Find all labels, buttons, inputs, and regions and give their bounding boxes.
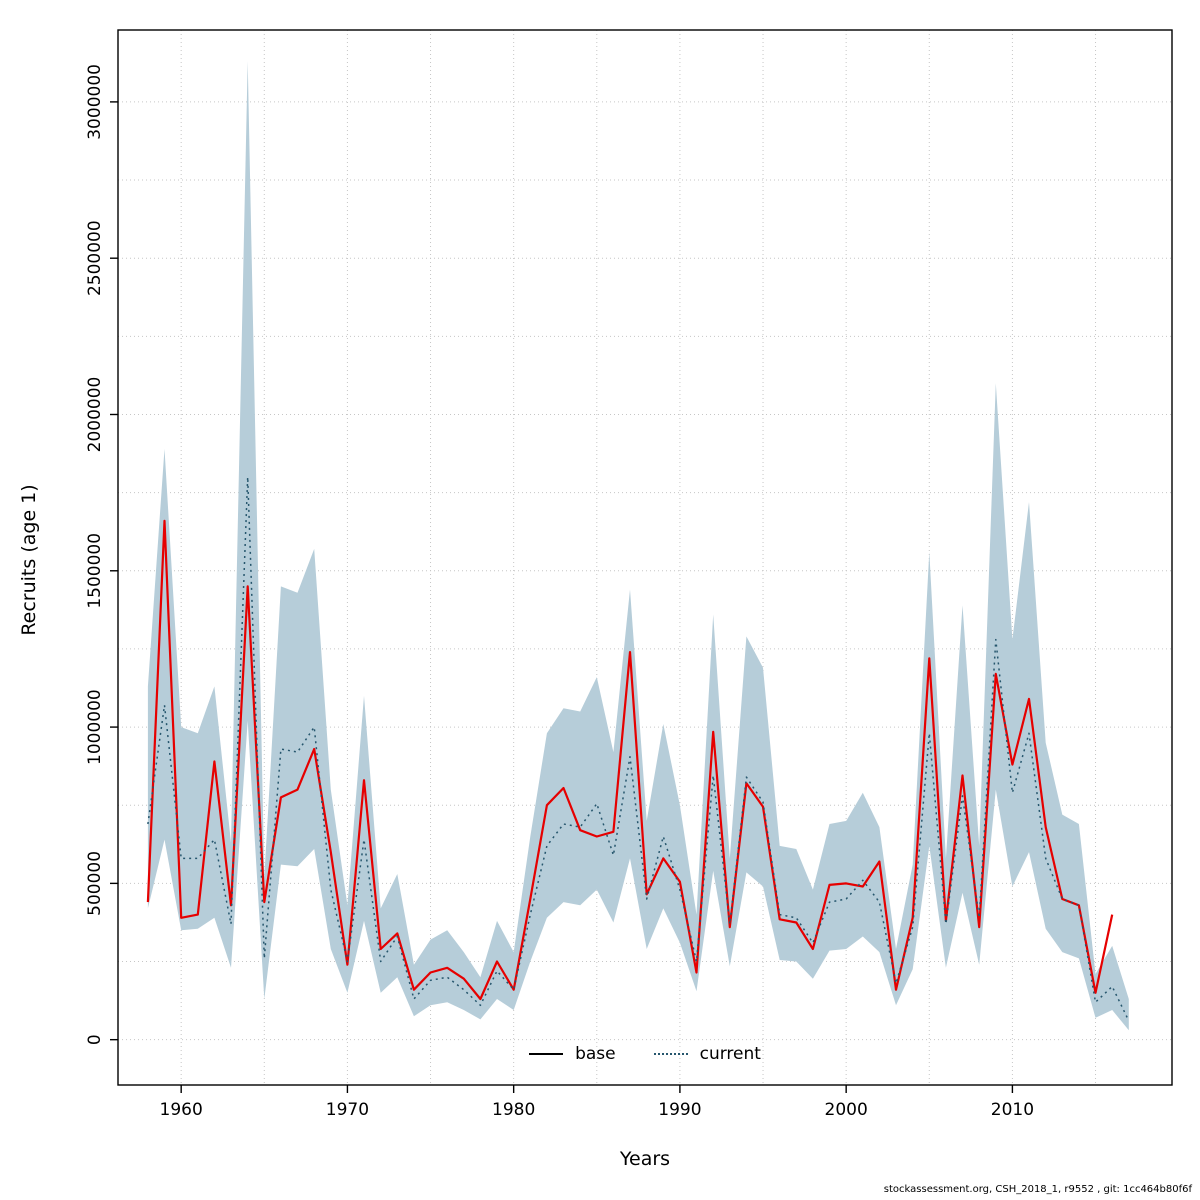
x-axis-title: Years [619,1148,671,1170]
y-axis-title-text: Recruits (age 1) [18,484,40,636]
legend-label-current: current [699,1044,761,1064]
axes: 1960 1970 1980 1990 2000 2010 0 500000 1000000 15… [85,64,1034,1120]
confidence-band [147,61,1129,1031]
x-tick-label: 1970 [326,1100,369,1120]
attribution-text: stockassessment.org, CSH_2018_1, r9552 ,… [883,1184,1192,1195]
current-line [147,476,1130,1022]
base-line-swatch-icon [529,1053,564,1055]
y-tick-label: 2500000 [85,220,105,296]
legend-item-current: current [653,1044,761,1064]
y-tick-label: 1000000 [85,689,105,765]
x-tick-label: 2000 [825,1100,868,1120]
legend-label-base: base [575,1044,616,1064]
y-tick-label: 1500000 [85,533,105,609]
x-tick-label: 1990 [658,1100,701,1120]
legend-item-base: base [529,1044,616,1064]
x-tick-label: 2010 [991,1100,1034,1120]
x-tick-label: 1960 [160,1100,203,1120]
current-line-swatch-icon [653,1053,688,1055]
y-tick-label: 3000000 [85,64,105,140]
y-tick-label: 2000000 [85,377,105,453]
y-tick-label: 0 [85,1034,105,1045]
plot-frame [117,29,1173,1086]
y-tick-label: 500000 [85,851,105,916]
base-line [146,519,1114,1001]
legend: base current [118,1044,1172,1064]
x-tick-label: 1980 [492,1100,535,1120]
